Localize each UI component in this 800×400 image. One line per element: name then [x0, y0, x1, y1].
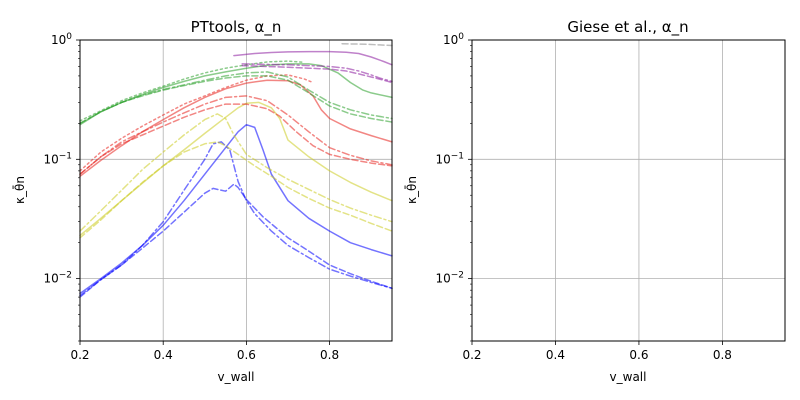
- y-tick-label: 10−1: [435, 151, 464, 166]
- chart-title: PTtools, α_n: [191, 18, 282, 37]
- axes-frame: [471, 39, 786, 342]
- series-line: [79, 113, 393, 232]
- axes-frame: [79, 39, 393, 342]
- x-tick-label: 0.6: [237, 348, 256, 362]
- series-line: [79, 95, 393, 175]
- series-line: [79, 141, 393, 239]
- series-line: [233, 50, 393, 66]
- y-tick-label: 10−2: [43, 271, 72, 286]
- panel-right: 0.2 0.4 0.6 0.8 10−2 10−1 100 Giese et al., α_…: [405, 18, 786, 384]
- y-axis-label: κ_θ̄n: [405, 176, 419, 204]
- y-axis-label: κ_θ̄n: [13, 176, 27, 204]
- series-line: [79, 60, 306, 122]
- x-tick-label: 0.8: [713, 348, 732, 362]
- y-tick-label: 10−2: [435, 271, 464, 286]
- x-tick-label: 0.2: [462, 348, 481, 362]
- x-tick-label: 0.8: [320, 348, 339, 362]
- series-line: [79, 75, 393, 125]
- y-tick-label: 100: [51, 32, 72, 47]
- tick-marks: 0.2 0.4 0.6 0.8 10−2 10−1 100: [435, 32, 732, 362]
- series-line: [79, 103, 393, 175]
- x-axis-label: v_wall: [610, 370, 647, 384]
- plot-series: [79, 43, 393, 298]
- tick-marks: 0.2 0.4 0.6 0.8 10−2 10−1 100: [43, 32, 339, 362]
- series-line: [79, 141, 393, 297]
- series-line: [241, 63, 393, 83]
- series-line: [341, 43, 393, 47]
- chart-title: Giese et al., α_n: [567, 18, 688, 37]
- series-line: [241, 64, 393, 84]
- x-axis-label: v_wall: [218, 370, 255, 384]
- y-tick-label: 100: [443, 32, 464, 47]
- series-line: [79, 74, 314, 172]
- panel-left: 0.2 0.4 0.6 0.8 10−2 10−1 100 PTtools, α_n v_w…: [13, 18, 393, 384]
- x-tick-label: 0.6: [629, 348, 648, 362]
- y-tick-label: 10−1: [43, 151, 72, 166]
- x-tick-label: 0.2: [70, 348, 89, 362]
- x-tick-label: 0.4: [154, 348, 173, 362]
- x-tick-label: 0.4: [546, 348, 565, 362]
